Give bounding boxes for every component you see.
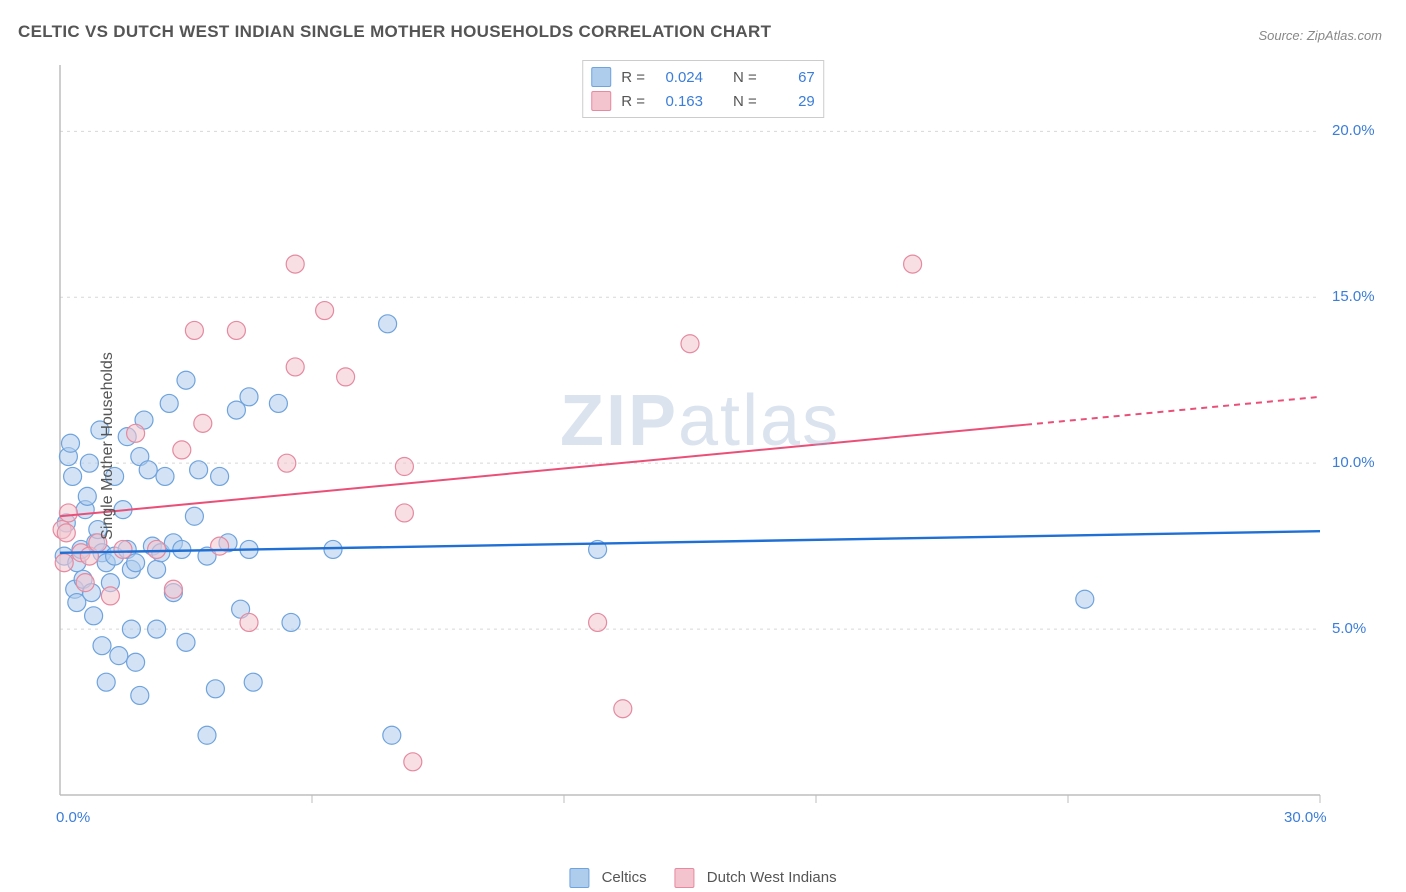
legend-swatch <box>675 868 695 888</box>
legend-item: Celtics <box>569 868 646 888</box>
x-tick-label: 30.0% <box>1284 809 1327 826</box>
legend-r-label: R = <box>621 93 645 110</box>
legend-r-value: 0.163 <box>655 93 703 110</box>
legend-n-value: 29 <box>767 93 815 110</box>
legend-swatch <box>569 868 589 888</box>
chart-title: CELTIC VS DUTCH WEST INDIAN SINGLE MOTHE… <box>18 22 771 42</box>
legend-n-label: N = <box>733 69 757 86</box>
legend-stats: R = 0.024 N = 67 R = 0.163 N = 29 <box>582 60 824 118</box>
legend-label: Dutch West Indians <box>707 869 837 886</box>
y-tick-label: 15.0% <box>1332 288 1375 305</box>
legend-stats-row: R = 0.024 N = 67 <box>591 65 815 89</box>
scatter-chart <box>50 55 1380 825</box>
legend-r-label: R = <box>621 69 645 86</box>
legend-n-label: N = <box>733 93 757 110</box>
chart-svg <box>50 55 1380 825</box>
y-tick-label: 5.0% <box>1332 620 1366 637</box>
legend-item: Dutch West Indians <box>675 868 837 888</box>
y-axis-label: Single Mother Households <box>99 352 117 540</box>
y-tick-label: 10.0% <box>1332 454 1375 471</box>
legend-n-value: 67 <box>767 69 815 86</box>
legend-r-value: 0.024 <box>655 69 703 86</box>
x-tick-label: 0.0% <box>56 809 90 826</box>
source-attribution: Source: ZipAtlas.com <box>1258 28 1382 43</box>
legend-label: Celtics <box>602 869 647 886</box>
legend-swatch <box>591 67 611 87</box>
legend-series: Celtics Dutch West Indians <box>569 868 836 888</box>
legend-stats-row: R = 0.163 N = 29 <box>591 89 815 113</box>
y-tick-label: 20.0% <box>1332 122 1375 139</box>
legend-swatch <box>591 91 611 111</box>
